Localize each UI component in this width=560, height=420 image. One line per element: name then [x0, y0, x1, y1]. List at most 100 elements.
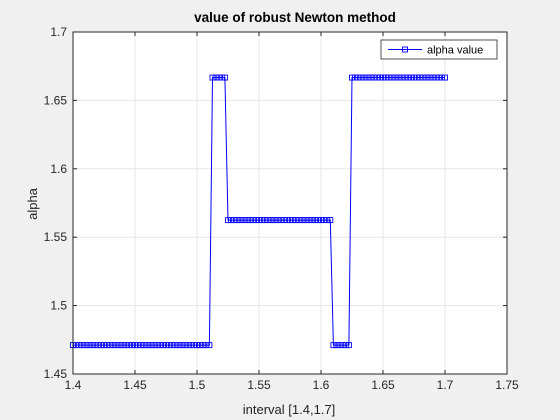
data-point: [411, 74, 417, 81]
data-point: [308, 217, 315, 224]
data-point: [355, 74, 362, 81]
data-point: [438, 74, 445, 81]
data-point: [231, 217, 238, 224]
data-point: [122, 342, 129, 349]
data-point: [228, 217, 235, 224]
data-point: [280, 217, 287, 224]
data-point: [259, 217, 266, 224]
data-point: [249, 217, 256, 224]
data-point: [376, 74, 383, 81]
x-tick-label: 1.6: [313, 378, 330, 392]
data-point: [73, 342, 80, 349]
y-tick-label: 1.5: [50, 299, 67, 313]
data-point: [262, 217, 269, 224]
data-point: [380, 74, 386, 81]
data-point: [101, 342, 107, 349]
data-point: [395, 74, 402, 81]
data-point: [349, 74, 355, 81]
data-point: [305, 217, 312, 224]
data-point: [401, 74, 408, 81]
data-point: [420, 74, 427, 81]
x-tick-label: 1.4: [65, 378, 82, 392]
data-point: [417, 74, 424, 81]
data-point: [225, 217, 231, 224]
data-point: [271, 217, 278, 224]
data-point: [156, 342, 163, 349]
y-tick-label: 1.6: [50, 162, 67, 176]
data-point: [215, 74, 222, 81]
data-point: [116, 342, 123, 349]
data-point: [82, 342, 89, 349]
data-point: [138, 342, 145, 349]
data-point: [389, 74, 396, 81]
data-point: [91, 342, 98, 349]
legend-marker: [402, 46, 408, 53]
data-point: [423, 74, 430, 81]
data-point: [104, 342, 111, 349]
data-point: [203, 342, 210, 349]
data-point: [76, 342, 83, 349]
data-point: [373, 74, 380, 81]
data-point: [107, 342, 114, 349]
data-point: [128, 342, 135, 349]
data-point: [352, 74, 359, 81]
data-point: [290, 217, 297, 224]
data-point: [256, 217, 262, 224]
data-point: [330, 342, 337, 349]
data-point: [234, 217, 241, 224]
data-point: [327, 217, 334, 224]
data-point: [175, 342, 182, 349]
data-point: [94, 342, 101, 349]
plot-area: [73, 32, 507, 374]
x-tick-label: 1.55: [247, 378, 271, 392]
data-point: [178, 342, 185, 349]
data-point: [414, 74, 421, 81]
data-point: [383, 74, 390, 81]
data-point: [190, 342, 197, 349]
data-point: [144, 342, 151, 349]
legend-label: alpha value: [427, 45, 483, 57]
data-point: [172, 342, 179, 349]
data-point: [187, 342, 194, 349]
data-point: [221, 74, 228, 81]
data-point: [283, 217, 290, 224]
x-axis-label: interval [1.4,1.7]: [243, 402, 336, 417]
data-point: [345, 342, 352, 349]
y-tick-label: 1.65: [44, 93, 68, 107]
data-point: [166, 342, 173, 349]
data-point: [113, 342, 120, 349]
data-point: [200, 342, 207, 349]
data-point: [150, 342, 157, 349]
data-point: [342, 342, 349, 349]
data-point: [147, 342, 154, 349]
x-tick-label: 1.45: [123, 378, 147, 392]
data-point: [311, 217, 318, 224]
data-point: [206, 342, 213, 349]
data-point: [296, 217, 303, 224]
data-point: [426, 74, 433, 81]
data-point: [141, 342, 148, 349]
data-point: [293, 217, 300, 224]
data-point: [197, 342, 204, 349]
data-point: [398, 74, 405, 81]
series-alpha-value: [70, 74, 448, 349]
data-point: [79, 342, 86, 349]
data-point: [119, 342, 126, 349]
data-point: [361, 74, 368, 81]
x-tick-label: 1.7: [437, 378, 454, 392]
data-point: [268, 217, 275, 224]
data-point: [169, 342, 176, 349]
data-point: [88, 342, 95, 349]
data-point: [240, 217, 247, 224]
data-point: [407, 74, 414, 81]
data-point: [209, 74, 216, 81]
data-point: [243, 217, 250, 224]
data-point: [336, 342, 343, 349]
y-tick-label: 1.45: [44, 367, 68, 381]
data-point: [194, 342, 200, 349]
data-point: [358, 74, 365, 81]
data-point: [442, 74, 448, 81]
data-point: [314, 217, 321, 224]
data-point: [386, 74, 393, 81]
